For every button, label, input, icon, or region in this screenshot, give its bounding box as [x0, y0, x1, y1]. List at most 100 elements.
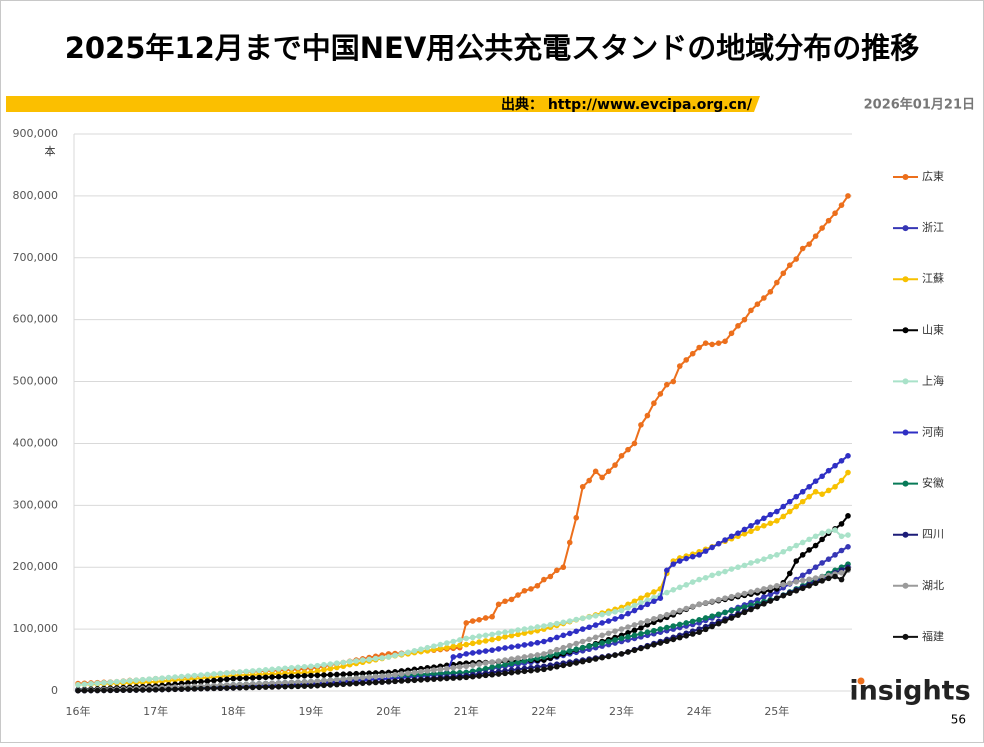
- data-point: [75, 687, 81, 694]
- data-point: [806, 568, 812, 575]
- data-point: [101, 679, 107, 686]
- data-point: [592, 641, 599, 648]
- data-point: [702, 574, 709, 581]
- data-point: [657, 391, 664, 397]
- data-point: [702, 615, 709, 621]
- data-point: [152, 675, 159, 682]
- data-point: [774, 595, 780, 601]
- data-point: [262, 667, 269, 673]
- data-point: [631, 598, 638, 605]
- data-point: [715, 340, 722, 346]
- data-point: [495, 671, 502, 677]
- data-point: [528, 641, 534, 647]
- data-point: [741, 604, 748, 610]
- data-point: [541, 651, 547, 657]
- data-point: [334, 671, 340, 678]
- data-point: [638, 625, 644, 631]
- data-point: [489, 636, 495, 643]
- data-point: [715, 570, 722, 577]
- data-point: [644, 629, 651, 636]
- data-point: [431, 667, 437, 673]
- data-point: [786, 545, 793, 552]
- data-point: [301, 683, 308, 689]
- data-point: [178, 686, 185, 692]
- data-point: [566, 630, 573, 637]
- data-point: [793, 558, 800, 564]
- data-point: [295, 673, 301, 679]
- data-point: [340, 671, 347, 678]
- data-point: [832, 483, 838, 490]
- y-tick-label: 300,000: [13, 498, 59, 511]
- data-point: [372, 679, 379, 686]
- y-unit: 本: [45, 144, 56, 158]
- legend-label: 湖北: [922, 579, 944, 592]
- data-point: [515, 659, 521, 666]
- data-point: [243, 675, 250, 681]
- data-point: [754, 558, 761, 564]
- data-point: [515, 655, 521, 661]
- data-point: [353, 675, 360, 681]
- data-point: [644, 643, 651, 650]
- data-point: [761, 515, 767, 522]
- data-point: [838, 521, 845, 527]
- data-point: [767, 598, 774, 604]
- data-point: [715, 620, 722, 627]
- data-point: [702, 600, 709, 606]
- data-point: [217, 685, 224, 692]
- legend-label: 浙江: [922, 221, 944, 234]
- data-point: [431, 643, 437, 649]
- data-point: [625, 649, 631, 655]
- data-point: [793, 256, 800, 262]
- data-point: [644, 597, 651, 604]
- data-point: [806, 547, 812, 553]
- x-tick-label: 24年: [687, 704, 712, 718]
- data-point: [295, 679, 301, 686]
- data-point: [159, 675, 165, 681]
- data-point: [515, 669, 521, 675]
- page-number: 56: [951, 713, 966, 727]
- data-point: [806, 536, 812, 543]
- data-point: [786, 262, 793, 269]
- data-point: [554, 567, 560, 574]
- data-point: [722, 338, 728, 345]
- data-point: [799, 488, 806, 495]
- data-point: [81, 681, 88, 688]
- data-point: [586, 643, 592, 649]
- data-point: [476, 649, 482, 655]
- data-point: [262, 674, 269, 681]
- data-point: [670, 587, 677, 593]
- data-point: [469, 673, 476, 680]
- data-point: [625, 446, 631, 453]
- data-point: [204, 678, 211, 684]
- data-point: [560, 649, 567, 656]
- plot-area: 0 100,000 200,000 300,000 400,000 500,000 600,…: [13, 127, 852, 718]
- data-point: [741, 562, 748, 569]
- data-point: [262, 684, 269, 690]
- data-point: [767, 289, 774, 295]
- data-point: [243, 668, 250, 675]
- data-point: [308, 683, 314, 689]
- data-point: [767, 584, 774, 591]
- data-point: [385, 672, 392, 679]
- data-point: [676, 634, 683, 641]
- data-point: [670, 609, 677, 616]
- data-point: [845, 469, 851, 476]
- data-point: [618, 453, 625, 459]
- data-point: [295, 683, 301, 690]
- data-point: [631, 440, 638, 447]
- data-point: [573, 660, 580, 666]
- data-point: [631, 607, 638, 614]
- data-point: [618, 626, 625, 632]
- data-point: [793, 493, 800, 500]
- data-point: [728, 330, 735, 337]
- legend-marker: [902, 276, 909, 283]
- data-point: [832, 210, 838, 217]
- data-point: [735, 606, 741, 612]
- data-point: [547, 621, 554, 628]
- data-point: [476, 661, 482, 668]
- data-point: [411, 677, 418, 684]
- data-point: [845, 566, 851, 572]
- data-point: [696, 552, 702, 558]
- data-point: [651, 598, 657, 605]
- data-point: [638, 422, 644, 428]
